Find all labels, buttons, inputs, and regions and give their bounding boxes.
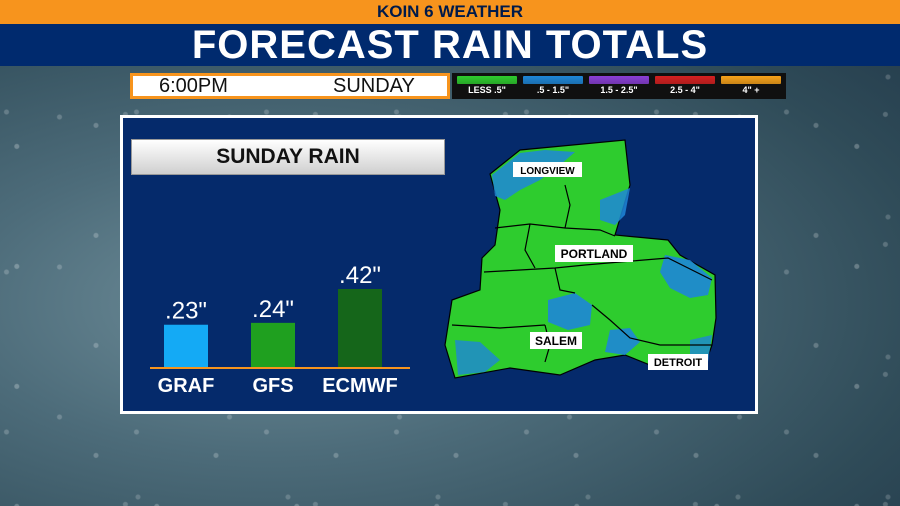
legend-item: .5 - 1.5"	[523, 76, 583, 96]
legend-item: 4" +	[721, 76, 781, 96]
bar-value-label: .24"	[252, 296, 294, 323]
heavier-rain-area	[605, 328, 640, 355]
forecast-day: SUNDAY	[333, 75, 415, 97]
category-label: GRAF	[158, 375, 215, 397]
legend-label: LESS .5"	[468, 85, 506, 95]
legend-item: 2.5 - 4"	[655, 76, 715, 96]
heavier-rain-area	[600, 188, 630, 225]
category-label: ECMWF	[322, 375, 398, 397]
page-title: FORECAST RAIN TOTALS	[191, 23, 709, 67]
legend-label: 1.5 - 2.5"	[600, 85, 638, 95]
city-name: PORTLAND	[561, 247, 628, 261]
legend-swatch	[721, 76, 781, 84]
legend-swatch	[523, 76, 583, 84]
time-day-bar: 6:00PM SUNDAY	[130, 73, 450, 99]
city-label-longview: LONGVIEW	[513, 162, 582, 177]
legend-swatch	[457, 76, 517, 84]
city-name: LONGVIEW	[520, 166, 575, 177]
county-line	[554, 267, 576, 294]
bar-value-label: .42"	[339, 262, 381, 289]
rain-legend: LESS .5" .5 - 1.5" 1.5 - 2.5" 2.5 - 4" 4…	[452, 73, 786, 99]
county-line	[564, 184, 571, 229]
bar-gfs	[251, 322, 295, 368]
county-line	[451, 324, 546, 329]
legend-item: 1.5 - 2.5"	[589, 76, 649, 96]
legend-label: 4" +	[742, 85, 760, 95]
heavier-rain-area	[660, 255, 712, 298]
station-strip	[0, 0, 900, 24]
legend-label: 2.5 - 4"	[670, 85, 700, 95]
county-line	[524, 223, 536, 269]
chart-title: SUNDAY RAIN	[131, 139, 445, 175]
legend-swatch	[589, 76, 649, 84]
city-label-detroit: DETROIT	[648, 354, 708, 370]
county-line	[584, 257, 713, 281]
bar-graf	[164, 324, 208, 368]
heavier-rain-area	[455, 340, 500, 375]
forecast-time: 6:00PM	[159, 75, 228, 97]
heavier-rain-area	[548, 293, 592, 330]
bar-ecmwf	[338, 289, 382, 368]
county-line	[591, 304, 712, 346]
category-label: GFS	[252, 375, 293, 397]
legend-swatch	[655, 76, 715, 84]
city-label-salem: SALEM	[530, 332, 582, 349]
city-name: SALEM	[535, 334, 577, 348]
station-name: KOIN 6 WEATHER	[376, 2, 524, 21]
county-line	[483, 264, 586, 273]
bar-value-label: .23"	[165, 298, 207, 325]
legend-item: LESS .5"	[457, 76, 517, 96]
legend-label: .5 - 1.5"	[536, 85, 570, 95]
city-name: DETROIT	[654, 357, 703, 369]
city-label-portland: PORTLAND	[555, 245, 633, 262]
